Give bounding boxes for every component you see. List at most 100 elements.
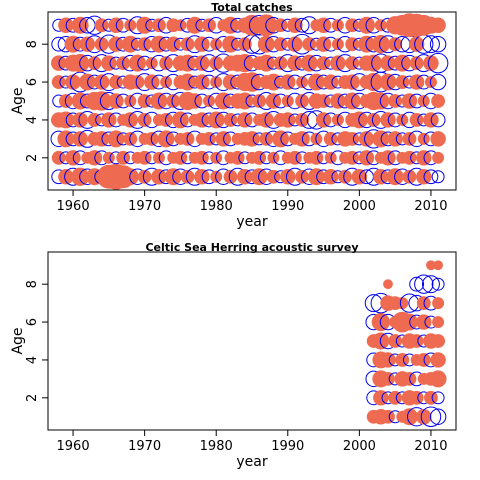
y-tick-label: 6 [25,78,40,86]
bubble-positive [344,74,360,90]
x-axis-label: year [236,454,267,470]
bubble-positive [371,312,390,332]
bubble-positive [309,150,324,165]
bubble-positive [396,113,409,126]
bubble-positive [343,92,361,110]
bubble-positive [424,390,438,405]
x-tick-label: 2000 [343,199,376,214]
bubble-positive [383,279,393,290]
bubble-positive [426,260,436,271]
x-tick-label: 1960 [57,199,90,214]
bubble-positive [137,94,152,108]
bubble-positive [87,56,102,71]
bubble-positive [295,113,310,127]
y-axis-label: Age [10,327,26,354]
bubble-negative [414,274,434,294]
bubble-positive [259,131,274,146]
plot-frame [47,251,457,431]
bubble-positive [323,131,338,146]
y-tick-label: 4 [25,356,40,364]
bubble-positive [93,74,110,90]
bubble-positive [71,167,90,186]
residual-bubbles [50,13,449,190]
bubble-negative [427,52,449,74]
bubble-positive [345,131,360,146]
bubble-positive [235,53,254,73]
bubble-positive [94,37,109,52]
bubble-positive [409,334,424,348]
bubble-positive [194,150,209,165]
bubble-positive [345,18,360,33]
bubble-positive [273,37,288,52]
bubble-positive [124,95,137,107]
y-axis-label: Age [10,87,26,114]
bubble-positive [430,131,446,147]
bubble-positive [65,74,81,90]
bubble-positive [345,150,360,165]
bubble-positive [266,169,281,184]
bubble-positive [210,76,223,89]
bubble-positive [180,131,195,146]
acoustic-survey-panel: Celtic Sea Herring acoustic survey 1960 1… [10,241,457,470]
bubble-positive [122,112,139,128]
bubble-positive [280,169,296,185]
bubble-positive [72,112,88,128]
bubble-positive [387,131,403,147]
bubble-positive [137,150,152,165]
bubble-negative [430,112,446,128]
bubble-positive [423,55,439,71]
y-tick-label: 4 [25,116,40,124]
bubble-positive [280,112,296,128]
panel-title: Total catches [211,1,293,14]
bubble-positive [402,150,417,165]
y-axis: 2 4 6 8 [25,280,48,402]
bubble-positive [51,75,66,89]
x-tick-label: 2010 [414,199,447,214]
x-tick-label: 1970 [128,199,161,214]
bubble-positive [331,38,344,51]
bubble-positive [424,76,437,89]
bubble-negative [423,169,439,185]
bubble-positive [338,169,352,184]
bubble-positive [223,113,238,127]
bubble-positive [258,112,275,128]
bubble-positive [416,314,432,330]
bubble-negative [409,276,425,292]
bubble-negative [421,275,440,294]
y-tick-label: 2 [25,394,40,402]
bubble-positive [137,113,152,127]
bubble-positive [364,72,383,92]
bubble-positive [250,168,268,186]
bubble-positive [372,92,390,110]
bubble-positive [203,95,216,107]
bubble-negative [429,73,447,91]
bubble-positive [273,18,288,33]
bubble-positive [429,370,447,388]
bubble-positive [194,55,210,71]
bubble-positive [252,150,267,165]
bubble-positive [265,73,282,91]
x-tick-label: 1980 [200,199,233,214]
bubble-positive [109,75,123,89]
bubble-positive [166,94,181,108]
x-tick-label: 1990 [271,439,304,454]
bubble-positive [402,169,417,184]
bubble-positive [416,409,432,425]
bubble-positive [372,332,390,350]
bubble-positive [252,94,267,108]
bubble-positive [87,113,102,127]
bubble-positive [209,56,224,71]
x-axis-label: year [236,214,267,230]
bubble-positive [230,150,245,165]
bubble-positive [388,390,403,405]
bubble-positive [365,54,383,72]
bubble-positive [116,150,131,165]
bubble-positive [295,169,310,184]
bubble-positive [257,54,275,72]
bubble-positive [255,14,278,37]
bubble-negative [429,408,447,425]
bubble-positive [358,16,375,34]
bubble-positive [58,169,74,185]
bubble-negative [429,35,447,53]
x-tick-label: 1960 [57,439,90,454]
